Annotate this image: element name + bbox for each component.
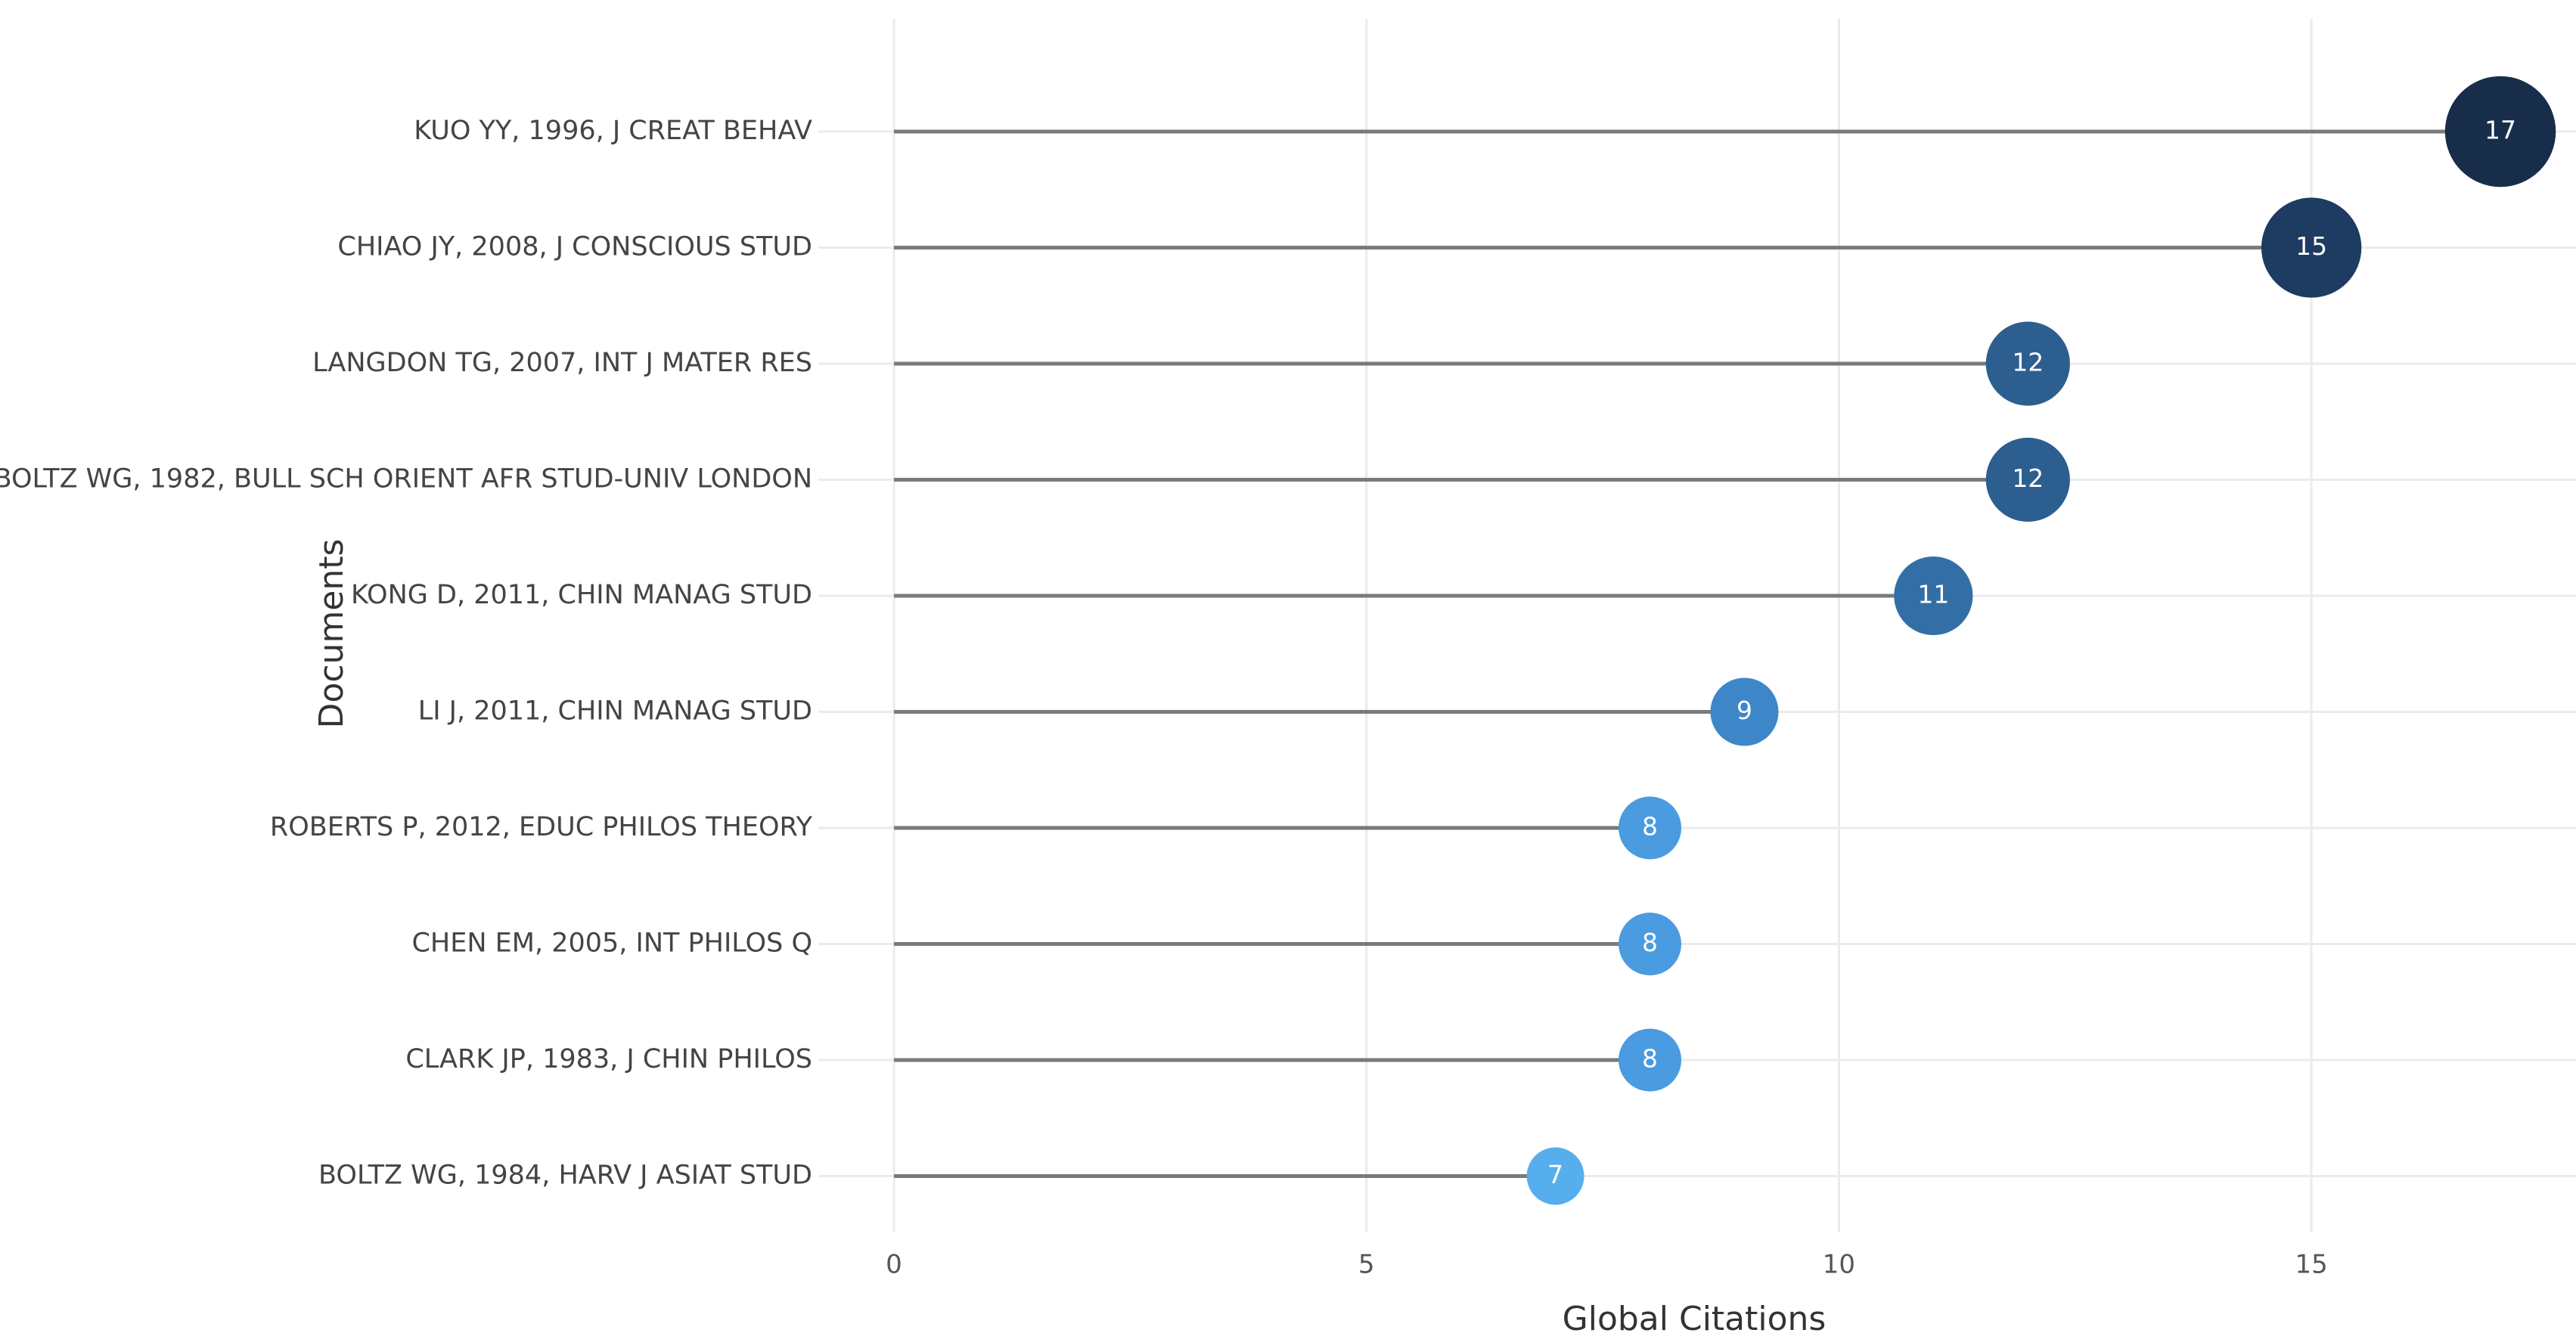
data-label: 15	[2295, 231, 2327, 261]
dot	[1619, 796, 1682, 860]
dot	[1526, 1147, 1584, 1205]
data-label: 17	[2484, 116, 2516, 145]
dot	[1985, 321, 2070, 406]
data-label: 8	[1642, 1044, 1658, 1074]
data-label: 7	[1547, 1160, 1563, 1189]
y-tick-label: LI J, 2011, CHIN MANAG STUD	[418, 696, 812, 727]
y-tick-label: KONG D, 2011, CHIN MANAG STUD	[351, 580, 812, 610]
data-label: 9	[1736, 696, 1752, 725]
y-tick-label: CLARK JP, 1983, J CHIN PHILOS	[405, 1044, 812, 1074]
x-tick-label: 10	[1823, 1250, 1855, 1280]
y-tick-label: CHIAO JY, 2008, J CONSCIOUS STUD	[337, 232, 812, 262]
x-tick-label: 5	[1358, 1250, 1375, 1280]
y-axis-title: Documents	[312, 539, 351, 729]
x-tick-label: 15	[2295, 1250, 2328, 1280]
x-tick-label: 0	[886, 1250, 902, 1280]
y-tick-label: KUO YY, 1996, J CREAT BEHAV	[414, 116, 812, 146]
y-tick-label: LANGDON TG, 2007, INT J MATER RES	[312, 348, 812, 378]
y-tick-label: ROBERTS P, 2012, EDUC PHILOS THEORY	[270, 812, 813, 842]
dot	[2261, 197, 2362, 298]
data-label: 8	[1642, 928, 1658, 957]
y-tick-label: CHEN EM, 2005, INT PHILOS Q	[411, 928, 812, 959]
data-label: 12	[2012, 463, 2044, 493]
y-tick-label: BOLTZ WG, 1982, BULL SCH ORIENT AFR STUD…	[0, 464, 812, 494]
dot	[1619, 1028, 1682, 1092]
data-label: 12	[2012, 348, 2044, 377]
dot	[1985, 437, 2070, 522]
dot	[1894, 556, 1973, 636]
dot	[2444, 76, 2556, 188]
x-axis-title: Global Citations	[1563, 1300, 1826, 1336]
dot	[1710, 677, 1779, 746]
data-label: 8	[1642, 812, 1658, 842]
y-tick-label: BOLTZ WG, 1984, HARV J ASIAT STUD	[318, 1161, 812, 1191]
dot	[1619, 913, 1682, 975]
data-label: 11	[1917, 580, 1949, 609]
